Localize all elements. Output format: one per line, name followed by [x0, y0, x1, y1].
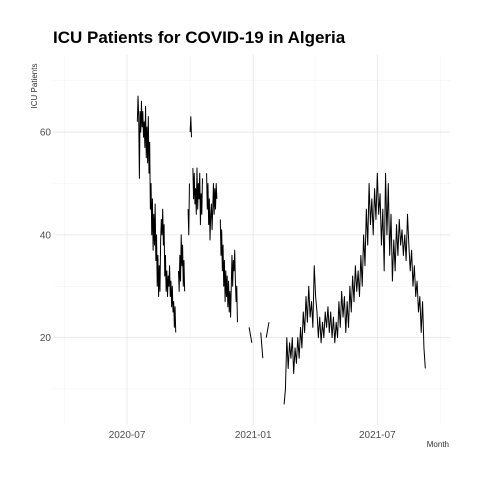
series-line-segment [260, 332, 264, 359]
series-line-segment [265, 322, 270, 338]
x-tick-label: 2021-07 [359, 430, 396, 441]
series-line-segment [177, 234, 186, 292]
series-line-segment [206, 173, 218, 241]
series-layer [136, 95, 426, 405]
x-axis-title: Month [427, 440, 449, 449]
x-tick-label: 2021-01 [235, 430, 272, 441]
tick-labels: 20 40 60 2020-07 2021-01 2021-07 [40, 128, 396, 441]
series-line-segment [189, 116, 192, 138]
chart-title: ICU Patients for COVID-19 in Algeria [53, 28, 346, 47]
y-tick-label: 20 [40, 333, 52, 344]
y-tick-label: 40 [40, 230, 52, 241]
series-line-segment [283, 172, 426, 405]
y-tick-label: 60 [40, 128, 52, 139]
series-line-segment [248, 327, 253, 343]
y-axis-title: ICU Patients [30, 64, 39, 109]
series-line-segment [219, 219, 238, 323]
x-tick-label: 2020-07 [109, 430, 146, 441]
series-line-segment [187, 183, 190, 236]
series-line-segment [136, 95, 177, 333]
series-line-segment [192, 167, 203, 226]
